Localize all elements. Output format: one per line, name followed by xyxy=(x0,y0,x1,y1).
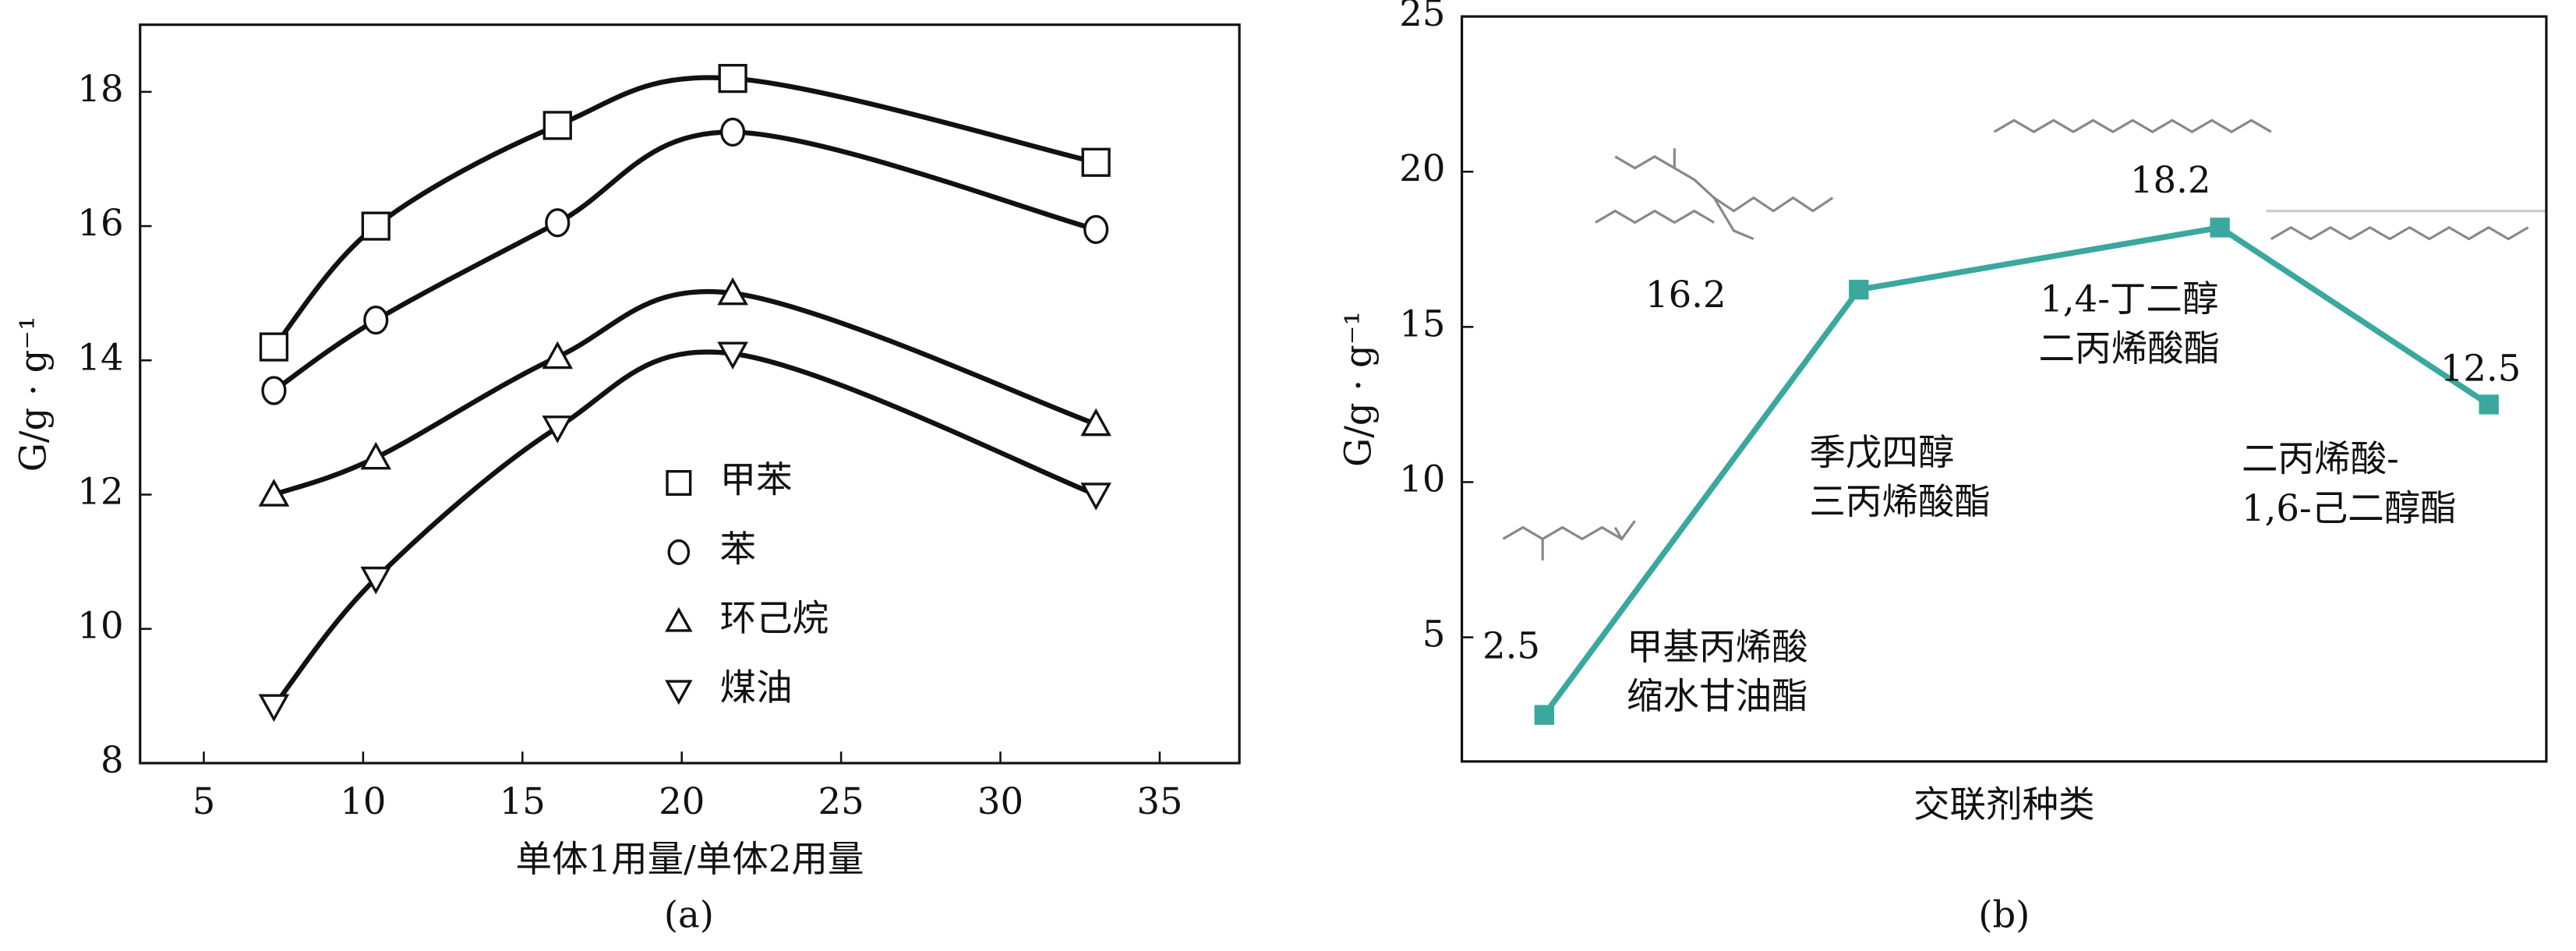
plot-frame xyxy=(1460,15,2548,763)
caption: (a) xyxy=(664,894,714,936)
category-label: 二丙烯酸- 1,6-己二醇酯 xyxy=(2242,440,2457,532)
marker xyxy=(665,606,693,632)
x-tick-label: 5 xyxy=(193,780,216,822)
x-tick-label: 30 xyxy=(977,780,1023,822)
marker xyxy=(717,277,748,306)
point xyxy=(1849,279,1869,300)
y-tick-label: 20 xyxy=(1399,147,1445,189)
x-axis-label: 单体1用量/单体2用量 xyxy=(515,838,864,880)
marker xyxy=(666,470,692,497)
category-label: 季戊四醇 三丙烯酸酯 xyxy=(1809,433,1991,524)
y-tick-label: 5 xyxy=(1422,613,1446,656)
x-tick-label: 20 xyxy=(659,780,705,822)
legend-label: 煤油 xyxy=(720,666,793,709)
y-tick-label: 14 xyxy=(77,336,123,378)
value-label: 16.2 xyxy=(1645,274,1726,316)
marker xyxy=(361,211,390,241)
marker xyxy=(667,539,691,565)
fit-curve xyxy=(271,349,1097,708)
value-label: 12.5 xyxy=(2440,348,2521,390)
value-label: 18.2 xyxy=(2130,159,2211,201)
caption: (b) xyxy=(1978,894,2030,936)
point xyxy=(1534,705,1555,725)
y-tick-label: 25 xyxy=(1399,0,1445,34)
marker xyxy=(261,376,287,405)
marker xyxy=(1081,147,1111,177)
y-tick-label: 10 xyxy=(77,605,123,647)
marker xyxy=(545,208,571,238)
marker xyxy=(542,111,572,140)
marker xyxy=(718,64,747,94)
point xyxy=(2479,394,2499,415)
marker xyxy=(717,341,748,370)
y-axis-label: G/g · g⁻¹ xyxy=(12,316,55,472)
marker xyxy=(360,441,392,470)
marker xyxy=(1080,483,1111,511)
y-tick-label: 18 xyxy=(77,68,123,110)
y-tick-label: 15 xyxy=(1399,302,1445,345)
x-tick-label: 10 xyxy=(340,780,386,822)
marker xyxy=(665,680,693,705)
legend-label: 甲苯 xyxy=(720,459,793,501)
marker xyxy=(259,332,289,362)
molecule-sketches xyxy=(1502,118,2546,560)
line xyxy=(1542,224,2491,717)
marker xyxy=(363,306,389,335)
value-label: 2.5 xyxy=(1482,625,1540,667)
y-tick-label: 8 xyxy=(101,739,124,781)
marker xyxy=(360,566,392,595)
marker xyxy=(258,479,290,507)
marker xyxy=(542,341,574,369)
plot-frame xyxy=(139,23,1241,765)
y-tick-label: 10 xyxy=(1399,458,1445,500)
fit-curve xyxy=(273,288,1097,497)
x-axis-label: 交联剂种类 xyxy=(1913,783,2095,825)
marker xyxy=(1083,214,1109,244)
fit-curve xyxy=(272,75,1097,349)
marker xyxy=(542,415,574,444)
y-tick-label: 16 xyxy=(77,202,123,244)
x-tick-label: 15 xyxy=(500,780,546,822)
marker xyxy=(1080,408,1111,437)
marker xyxy=(720,117,746,147)
legend-label: 环己烷 xyxy=(720,597,829,639)
y-axis-label: G/g · g⁻¹ xyxy=(1337,311,1380,467)
marker xyxy=(258,694,290,723)
y-tick-label: 12 xyxy=(77,471,123,513)
category-label: 甲基丙烯酸 缩水甘油酯 xyxy=(1627,628,1808,719)
x-tick-label: 35 xyxy=(1136,780,1182,822)
legend-label: 苯 xyxy=(720,528,757,570)
category-label: 1,4-丁二醇 二丙烯酸酯 xyxy=(2038,280,2221,371)
point xyxy=(2210,217,2230,238)
x-tick-label: 25 xyxy=(818,780,864,822)
